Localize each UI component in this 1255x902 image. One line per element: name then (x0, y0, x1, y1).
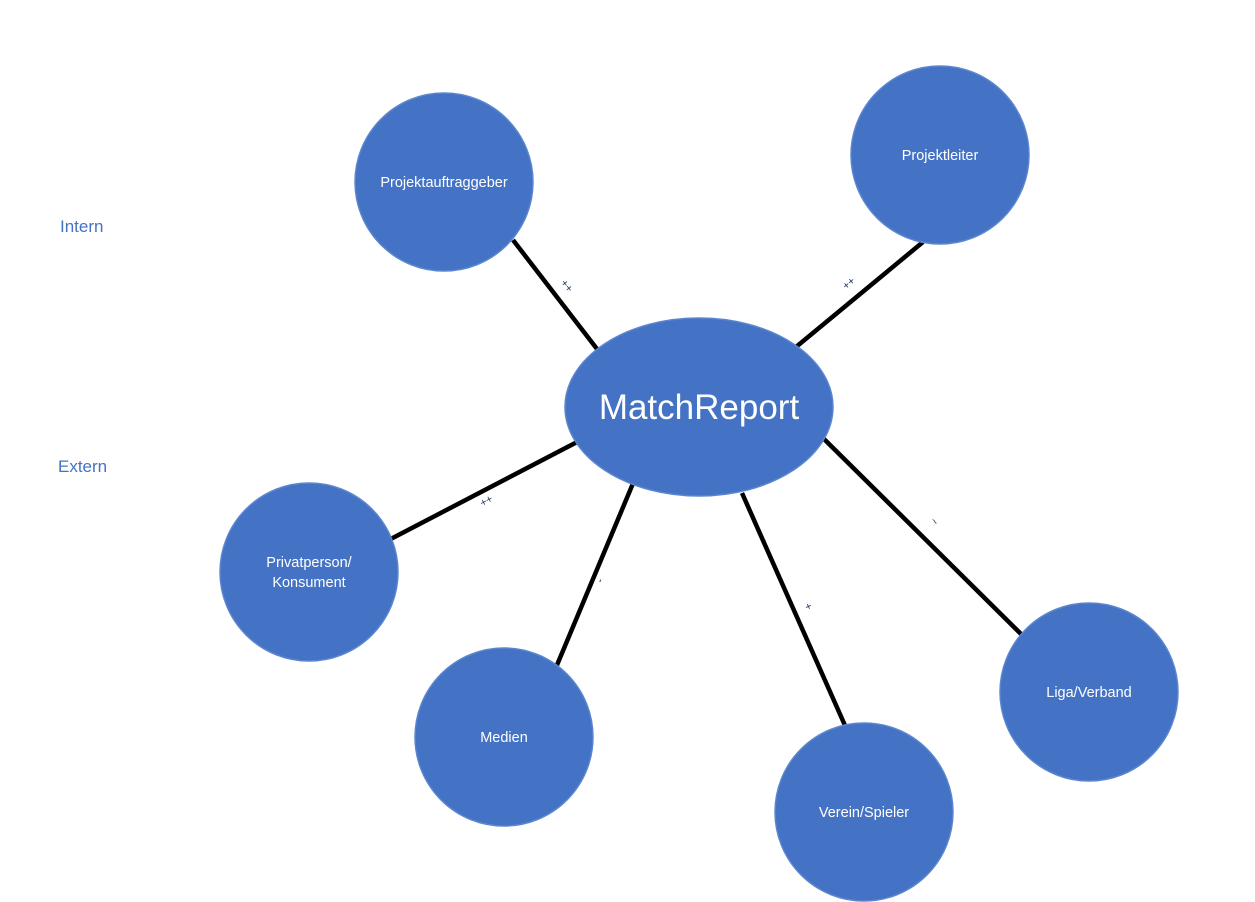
edge-label-projektauftraggeber: ++ (558, 277, 575, 295)
edge-liga-verband (821, 436, 1023, 636)
edge-label-projektleiter: ++ (840, 275, 858, 292)
node-label-projektauftraggeber: Projektauftraggeber (380, 175, 508, 191)
node-label-projektleiter: Projektleiter (902, 148, 979, 164)
edge-label-medien: - (594, 576, 607, 584)
edge-medien (549, 480, 637, 678)
node-projektauftraggeber: Projektauftraggeber (354, 92, 534, 272)
node-liga-verband: Liga/Verband (999, 602, 1179, 782)
node-projektleiter: Projektleiter (850, 65, 1030, 245)
edges (383, 238, 1023, 731)
node-label-privatperson-line2: Konsument (272, 575, 345, 591)
edge-privatperson (383, 439, 581, 544)
edge-projektleiter (794, 240, 925, 349)
node-privatperson-konsument: Privatperson/ Konsument (219, 482, 399, 662)
node-label-verein-spieler: Verein/Spieler (819, 805, 909, 821)
edge-verein-spieler (739, 492, 850, 731)
node-label-privatperson-line1: Privatperson/ (266, 555, 352, 571)
edge-label-verein-spieler: + (801, 601, 815, 612)
node-medien: Medien (414, 647, 594, 827)
node-label-medien: Medien (480, 730, 528, 746)
node-matchreport: MatchReport (564, 317, 834, 497)
node-label-liga-verband: Liga/Verband (1046, 685, 1131, 701)
edge-projektauftraggeber (511, 238, 599, 351)
edge-label-privatperson: ++ (478, 493, 495, 510)
extern-label: Extern (58, 457, 107, 476)
center-label: MatchReport (599, 388, 800, 427)
node-verein-spieler: Verein/Spieler (774, 722, 954, 902)
edge-label-liga-verband: ~ (928, 515, 941, 528)
intern-label: Intern (60, 217, 103, 236)
